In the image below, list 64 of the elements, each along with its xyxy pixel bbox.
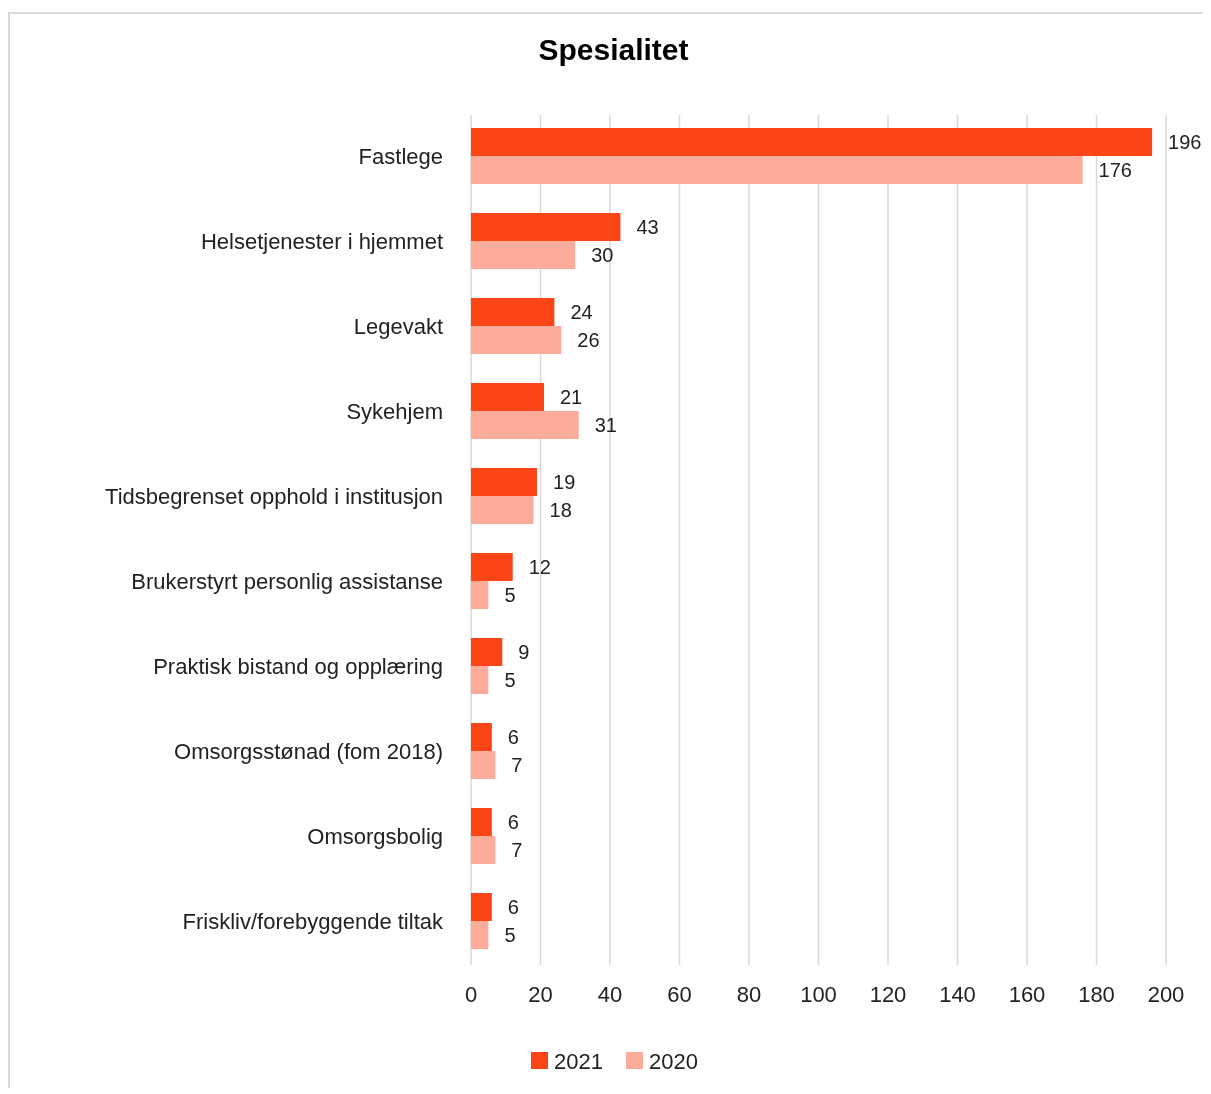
data-label: 18 <box>549 499 572 521</box>
x-tick-label: 180 <box>1078 982 1115 1007</box>
bar <box>471 581 489 609</box>
data-label: 5 <box>504 584 516 606</box>
data-label: 12 <box>528 556 551 578</box>
data-label: 6 <box>507 726 519 748</box>
y-tick-label: Sykehjem <box>346 398 443 424</box>
bar <box>471 468 538 496</box>
bar <box>471 128 1153 156</box>
bar <box>471 241 576 269</box>
y-tick-label: Fastlege <box>358 143 443 169</box>
x-tick-label: 120 <box>869 982 907 1007</box>
y-tick-label: Brukerstyrt personlig assistanse <box>131 568 443 594</box>
bar <box>471 723 492 751</box>
data-label: 24 <box>570 301 593 323</box>
data-label: 7 <box>511 754 523 776</box>
data-label: 6 <box>507 811 519 833</box>
x-tick-label: 40 <box>597 982 623 1007</box>
bar <box>471 553 513 581</box>
bar <box>471 411 579 439</box>
data-label: 5 <box>504 669 516 691</box>
bar <box>471 836 496 864</box>
data-label: 7 <box>511 839 523 861</box>
legend-label: 2020 <box>649 1048 698 1074</box>
bar <box>471 751 496 779</box>
y-tick-label: Helsetjenester i hjemmet <box>200 228 443 254</box>
data-label: 9 <box>518 641 530 663</box>
bar <box>471 383 544 411</box>
bar <box>471 298 555 326</box>
y-tick-label: Legevakt <box>353 313 443 339</box>
data-label: 26 <box>577 329 600 351</box>
x-tick-label: 140 <box>939 982 976 1007</box>
x-tick-label: 160 <box>1008 982 1046 1007</box>
data-label: 30 <box>591 244 614 266</box>
bar <box>471 496 534 524</box>
y-tick-label: Omsorgsstønad (fom 2018) <box>174 738 443 764</box>
y-tick-label: Omsorgsbolig <box>307 823 443 849</box>
bar <box>471 921 489 949</box>
data-label: 43 <box>636 216 659 238</box>
x-tick-label: 100 <box>800 982 837 1007</box>
bar <box>471 213 621 241</box>
data-label: 21 <box>559 386 583 408</box>
data-label: 196 <box>1168 131 1202 153</box>
x-tick-label: 20 <box>528 982 553 1007</box>
x-tick-label: 0 <box>464 982 478 1007</box>
y-tick-label: Praktisk bistand og opplæring <box>153 653 443 679</box>
chart-title: Spesialitet <box>538 33 689 66</box>
data-label: 19 <box>553 471 576 493</box>
bar <box>471 638 503 666</box>
bar <box>471 326 562 354</box>
bar <box>471 666 489 694</box>
x-tick-label: 80 <box>736 982 762 1007</box>
legend-label: 2021 <box>554 1048 603 1074</box>
data-label: 6 <box>507 896 519 918</box>
bar <box>471 156 1083 184</box>
bar <box>471 893 492 921</box>
x-tick-label: 200 <box>1147 982 1185 1007</box>
y-tick-label: Tidsbegrenset opphold i institusjon <box>105 483 443 509</box>
y-tick-label: Friskliv/forebyggende tiltak <box>182 908 444 934</box>
data-label: 5 <box>504 924 516 946</box>
x-tick-label: 60 <box>667 982 692 1007</box>
data-label: 176 <box>1098 159 1132 181</box>
bar <box>471 808 492 836</box>
data-label: 31 <box>594 414 617 436</box>
